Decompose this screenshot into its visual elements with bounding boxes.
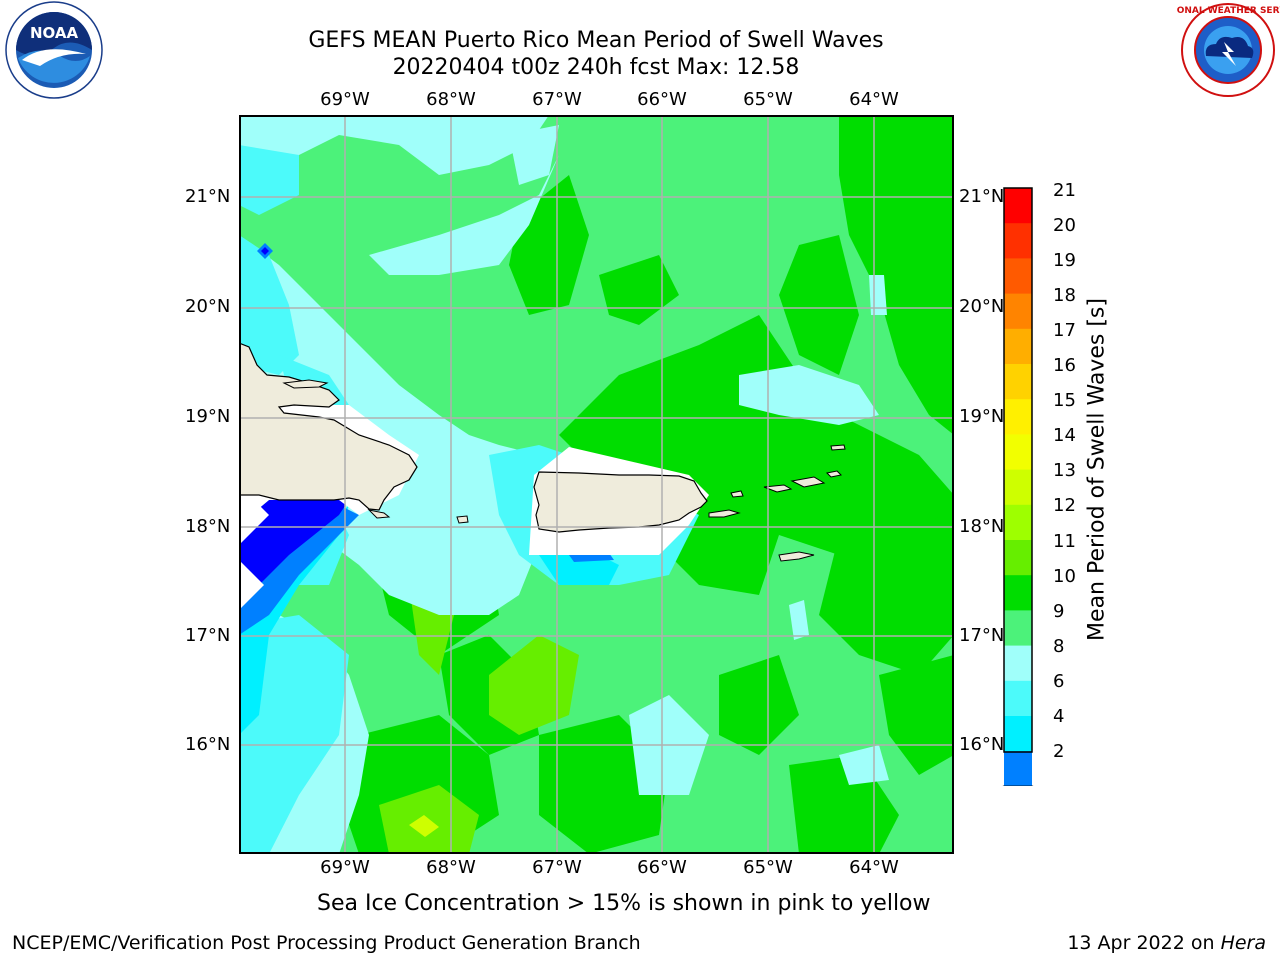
land-tortola bbox=[790, 476, 826, 488]
colorbar-band bbox=[1004, 540, 1032, 576]
footer-date-text: 13 Apr 2022 on bbox=[1067, 932, 1221, 954]
lat-label-right: 17°N bbox=[959, 625, 1005, 646]
land-tortuga bbox=[282, 379, 329, 389]
noaa-logo: NOAA bbox=[0, 0, 108, 100]
lon-label-bottom: 66°W bbox=[637, 857, 687, 878]
colorbar-band bbox=[1004, 751, 1032, 787]
noaa-logo-text: NOAA bbox=[30, 24, 79, 42]
footer-date: 13 Apr 2022 on Hera bbox=[1067, 932, 1266, 954]
colorbar-tick: 9 bbox=[1053, 601, 1065, 622]
map-frame bbox=[239, 115, 954, 854]
colorbar-tick: 10 bbox=[1053, 566, 1076, 587]
colorbar-band bbox=[1004, 716, 1032, 752]
lon-label-bottom: 64°W bbox=[849, 857, 899, 878]
colorbar-tick: 13 bbox=[1053, 460, 1076, 481]
sea-ice-caption: Sea Ice Concentration > 15% is shown in … bbox=[317, 891, 931, 916]
lat-label-left: 17°N bbox=[185, 625, 231, 646]
colorbar-band bbox=[1004, 399, 1032, 435]
colorbar-band bbox=[1004, 258, 1032, 295]
colorbar-band bbox=[1004, 575, 1032, 611]
map-title: GEFS MEAN Puerto Rico Mean Period of Swe… bbox=[308, 28, 884, 53]
colorbar-band bbox=[1004, 504, 1032, 541]
colorbar-band bbox=[1004, 188, 1032, 224]
colorbar-tick: 19 bbox=[1053, 250, 1076, 271]
land-st-thomas bbox=[763, 484, 793, 493]
colorbar-band bbox=[1004, 293, 1032, 330]
colorbar-tick: 6 bbox=[1053, 671, 1065, 692]
map-subtitle: 20220404 t00z 240h fcst Max: 12.58 bbox=[392, 55, 800, 80]
lon-label-top: 64°W bbox=[849, 89, 899, 110]
colorbar-tick: 16 bbox=[1053, 355, 1076, 376]
colorbar-tick: 8 bbox=[1053, 636, 1065, 657]
colorbar-band bbox=[1004, 645, 1032, 682]
colorbar-tick: 17 bbox=[1053, 320, 1076, 341]
lat-label-left: 20°N bbox=[185, 296, 231, 317]
colorbar-label: Mean Period of Swell Waves [s] bbox=[1084, 298, 1110, 641]
lon-label-top: 65°W bbox=[743, 89, 793, 110]
colorbar-tick: 18 bbox=[1053, 285, 1076, 306]
lat-label-left: 21°N bbox=[185, 186, 231, 207]
lat-label-right: 16°N bbox=[959, 734, 1005, 755]
lon-label-bottom: 68°W bbox=[426, 857, 476, 878]
land-st-croix bbox=[778, 551, 815, 562]
swell-band-12-13 bbox=[409, 815, 439, 837]
colorbar-band bbox=[1004, 223, 1032, 259]
lat-label-right: 20°N bbox=[959, 296, 1005, 317]
nws-logo-text: NATIONAL WEATHER SERVICE bbox=[1176, 6, 1280, 16]
lon-label-top: 69°W bbox=[320, 89, 370, 110]
colorbar-tick: 4 bbox=[1053, 706, 1065, 727]
lat-label-left: 19°N bbox=[185, 406, 231, 427]
colorbar-band bbox=[1004, 364, 1032, 400]
lon-label-top: 66°W bbox=[637, 89, 687, 110]
footer-branch: NCEP/EMC/Verification Post Processing Pr… bbox=[12, 932, 641, 954]
colorbar-bands bbox=[1002, 188, 1034, 817]
lat-label-right: 18°N bbox=[959, 516, 1005, 537]
colorbar-tick: 20 bbox=[1053, 215, 1076, 236]
colorbar-tick: 12 bbox=[1053, 495, 1076, 516]
colorbar-tick: 14 bbox=[1053, 425, 1076, 446]
footer-machine: Hera bbox=[1220, 932, 1266, 954]
land-mona bbox=[456, 515, 469, 524]
lon-label-bottom: 67°W bbox=[532, 857, 582, 878]
land-virgin-gorda bbox=[825, 470, 843, 478]
land-culebra bbox=[730, 490, 744, 498]
graticule bbox=[239, 115, 954, 854]
colorbar bbox=[1000, 186, 1040, 817]
colorbar-frame bbox=[1003, 187, 1033, 753]
lon-label-top: 67°W bbox=[532, 89, 582, 110]
nws-logo: NATIONAL WEATHER SERVICE bbox=[1153, 0, 1280, 100]
land-puerto-rico bbox=[533, 471, 708, 533]
lon-label-bottom: 69°W bbox=[320, 857, 370, 878]
lat-label-left: 16°N bbox=[185, 734, 231, 755]
land-islet bbox=[367, 509, 391, 519]
colorbar-band bbox=[1004, 610, 1032, 647]
colorbar-tick: 15 bbox=[1053, 390, 1076, 411]
lat-label-left: 18°N bbox=[185, 516, 231, 537]
lon-label-top: 68°W bbox=[426, 89, 476, 110]
colorbar-band bbox=[1004, 434, 1032, 471]
land-anegada bbox=[830, 444, 846, 451]
colorbar-tick: 11 bbox=[1053, 531, 1076, 552]
land-vieques bbox=[708, 509, 741, 518]
lat-label-right: 21°N bbox=[959, 186, 1005, 207]
colorbar-tick: 21 bbox=[1053, 180, 1076, 201]
colorbar-tick: 2 bbox=[1053, 741, 1065, 762]
colorbar-band bbox=[1004, 328, 1032, 365]
lat-label-right: 19°N bbox=[959, 406, 1005, 427]
lon-label-bottom: 65°W bbox=[743, 857, 793, 878]
swell-period-map bbox=[238, 115, 954, 854]
colorbar-band bbox=[1004, 469, 1032, 506]
colorbar-band bbox=[1004, 680, 1032, 717]
